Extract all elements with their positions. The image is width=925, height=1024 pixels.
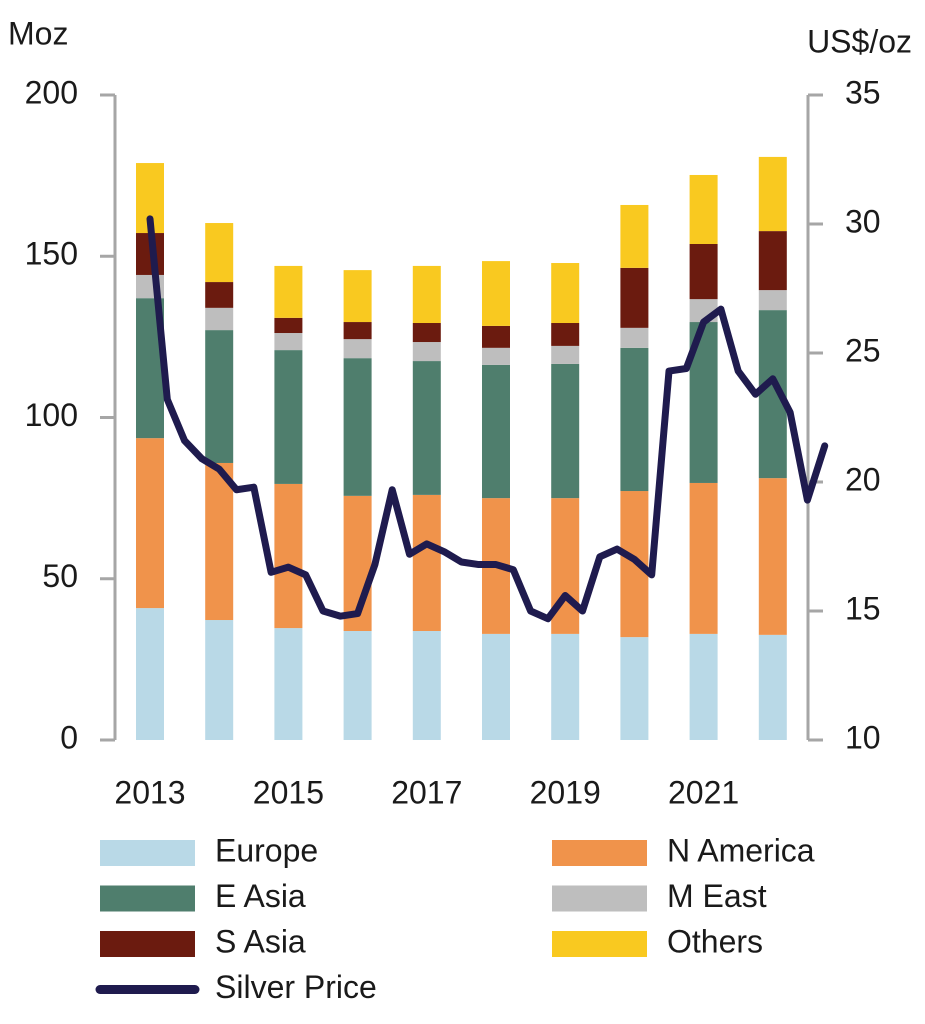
bar-segment xyxy=(412,494,441,631)
legend-swatch xyxy=(552,931,647,957)
legend-label: Silver Price xyxy=(215,969,377,1005)
bar-segment xyxy=(205,462,234,621)
legend-swatch xyxy=(552,885,647,912)
y-tick-label: 50 xyxy=(42,558,78,594)
bar-segment xyxy=(758,290,787,311)
bar-segment xyxy=(620,204,649,268)
bar-segment xyxy=(274,483,303,629)
bar-segment xyxy=(205,223,234,283)
bar-segment xyxy=(274,333,303,351)
legend-swatch xyxy=(100,931,195,957)
legend-swatch xyxy=(100,885,195,912)
bar-segment xyxy=(205,620,234,740)
x-tick-label: 2017 xyxy=(391,774,462,810)
y2-tick-label: 25 xyxy=(845,332,881,368)
y2-tick-label: 10 xyxy=(845,719,881,755)
legend-swatch xyxy=(552,840,647,866)
x-tick-label: 2015 xyxy=(253,774,324,810)
legend-label: M East xyxy=(667,878,767,914)
bar-segment xyxy=(274,628,303,740)
y-tick-label: 0 xyxy=(60,719,78,755)
bar-segment xyxy=(136,438,164,609)
bar-segment xyxy=(482,633,510,740)
bar-segment xyxy=(758,634,787,740)
y2-tick-label: 35 xyxy=(845,74,881,110)
bar-segment xyxy=(689,243,718,300)
bar-segment xyxy=(551,633,580,740)
legend-label: Europe xyxy=(215,832,318,868)
bar-segment xyxy=(412,342,441,362)
bar-segment xyxy=(205,330,234,463)
x-tick-label: 2021 xyxy=(668,774,739,810)
bar-segment xyxy=(620,637,649,740)
bar-segment xyxy=(274,317,303,334)
bar-segment xyxy=(758,231,787,291)
bar-segment xyxy=(482,347,510,365)
bar-segment xyxy=(551,345,580,364)
bar-segment xyxy=(620,267,649,328)
y-tick-label: 200 xyxy=(25,74,78,110)
bar-segment xyxy=(551,363,580,499)
bar-segment xyxy=(758,156,787,232)
y2-axis-label: US$/oz xyxy=(807,23,912,59)
y-axis-label: Moz xyxy=(8,15,68,51)
bar-segment xyxy=(482,325,510,348)
bar-segment xyxy=(343,358,372,496)
bar-segment xyxy=(412,361,441,495)
bar-segment xyxy=(274,265,303,318)
x-tick-label: 2019 xyxy=(530,774,601,810)
y2-tick-label: 20 xyxy=(845,461,881,497)
bar-segment xyxy=(620,327,649,348)
legend-label: Others xyxy=(667,923,763,959)
bar-segment xyxy=(551,323,580,346)
bar-segment xyxy=(412,265,441,324)
legend-label: E Asia xyxy=(215,878,306,914)
bar-segment xyxy=(689,174,718,244)
bar-segment xyxy=(412,323,441,343)
bar-segment xyxy=(136,608,164,740)
bar-segment xyxy=(274,350,303,484)
x-tick-label: 2013 xyxy=(114,774,185,810)
y2-tick-label: 15 xyxy=(845,590,881,626)
bar-segment xyxy=(689,482,718,634)
bar-segment xyxy=(551,263,580,324)
bar-segment xyxy=(205,307,234,331)
bar-segment xyxy=(343,270,372,323)
bar-segment xyxy=(205,282,234,308)
legend-label: N America xyxy=(667,832,815,868)
bar-segment xyxy=(412,630,441,740)
y-tick-label: 100 xyxy=(25,397,78,433)
legend-swatch xyxy=(100,840,195,866)
bar-segment xyxy=(482,364,510,499)
price-line xyxy=(146,215,829,623)
y2-tick-label: 30 xyxy=(845,203,881,239)
bar-segment xyxy=(482,261,510,326)
bar-segment xyxy=(343,322,372,340)
y-tick-label: 150 xyxy=(25,236,78,272)
bar-segment xyxy=(758,478,787,635)
bar-segment xyxy=(689,633,718,740)
bar-segment xyxy=(343,339,372,359)
bar-segment xyxy=(620,347,649,492)
bar-segment xyxy=(343,630,372,740)
legend-label: S Asia xyxy=(215,923,306,959)
